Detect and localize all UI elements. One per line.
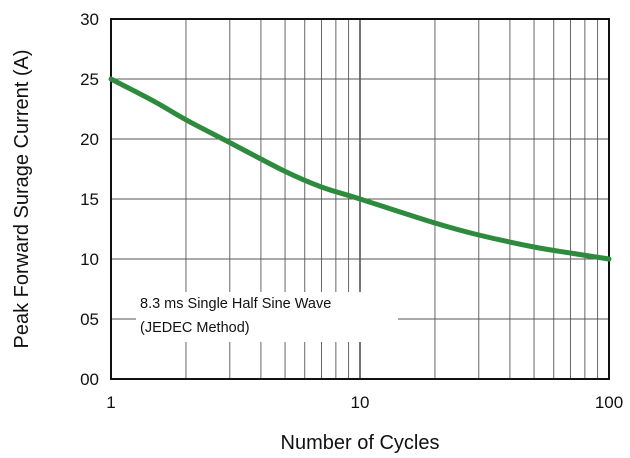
plot-frame [110,18,610,380]
y-tick-label: 00 [80,370,99,389]
y-tick-label: 25 [80,70,99,89]
y-tick-label: 30 [80,10,99,29]
x-tick-label: 1 [106,393,115,412]
annotation-box [136,292,398,342]
x-tick-label: 100 [595,393,623,412]
y-tick-labels: 00 05 10 15 20 25 30 [80,10,99,389]
surge-curve [108,76,612,262]
x-axis-title: Number of Cycles [281,432,440,454]
annotation-line-2: (JEDEC Method) [140,320,250,336]
y-tick-label: 15 [80,190,99,209]
y-tick-label: 20 [80,130,99,149]
x-tick-label: 10 [351,393,370,412]
y-axis-title: Peak Forward Surage Current (A) [11,49,33,348]
y-tick-label: 10 [80,250,99,269]
y-tick-label: 05 [80,310,99,329]
annotation-line-1: 8.3 ms Single Half Sine Wave [140,296,331,312]
grid [111,19,609,379]
x-tick-labels: 1 10 100 [106,393,623,412]
